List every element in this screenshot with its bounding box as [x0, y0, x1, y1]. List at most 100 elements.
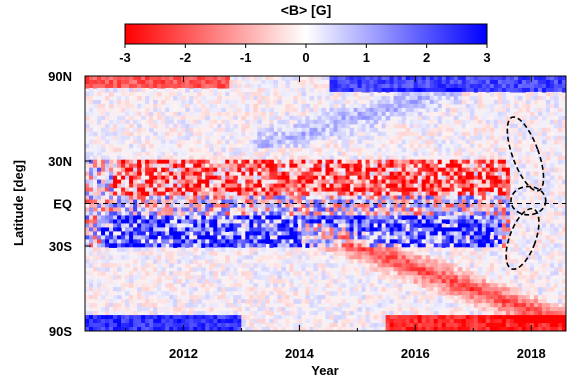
heatmap-cell	[357, 107, 363, 113]
heatmap-cell	[413, 76, 419, 81]
heatmap-cell	[309, 175, 315, 181]
heatmap-cell	[173, 307, 178, 312]
heatmap-cell	[237, 231, 242, 236]
heatmap-cell	[285, 171, 291, 177]
heatmap-cell	[137, 235, 142, 240]
heatmap-cell	[285, 303, 291, 308]
heatmap-cell	[221, 127, 226, 133]
heatmap-cell	[101, 127, 106, 133]
heatmap-cell	[237, 287, 242, 292]
heatmap-cell	[417, 315, 423, 320]
heatmap-cell	[237, 243, 242, 248]
heatmap-cell	[137, 239, 142, 244]
heatmap-cell	[269, 119, 274, 125]
heatmap-cell	[245, 95, 250, 101]
heatmap-cell	[333, 215, 339, 221]
heatmap-cell	[361, 243, 367, 248]
heatmap-cell	[253, 111, 258, 117]
heatmap-cell	[125, 299, 130, 304]
heatmap-cell	[185, 275, 190, 280]
heatmap-cell	[269, 107, 274, 113]
heatmap-cell	[301, 135, 307, 141]
heatmap-cell	[325, 247, 331, 252]
heatmap-cell	[185, 111, 190, 117]
heatmap-cell	[393, 207, 399, 213]
heatmap-cell	[141, 247, 146, 252]
heatmap-cell	[341, 187, 347, 193]
heatmap-cell	[237, 283, 242, 288]
heatmap-cell	[121, 255, 126, 260]
heatmap-cell	[285, 187, 291, 193]
heatmap-cell	[337, 215, 343, 221]
heatmap-cell	[117, 151, 122, 157]
heatmap-cell	[241, 315, 246, 320]
heatmap-cell	[385, 76, 391, 81]
heatmap-cell	[245, 183, 250, 189]
heatmap-cell	[277, 291, 283, 296]
heatmap-cell	[193, 139, 198, 145]
heatmap-cell	[285, 327, 291, 331]
heatmap-cell	[145, 323, 150, 328]
heatmap-cell	[105, 327, 110, 331]
heatmap-cell	[321, 315, 327, 320]
heatmap-cell	[313, 323, 319, 328]
heatmap-cell	[165, 259, 170, 264]
heatmap-cell	[393, 315, 399, 320]
heatmap-cell	[389, 147, 395, 153]
heatmap-cell	[93, 247, 98, 252]
heatmap-cell	[385, 303, 391, 308]
heatmap-cell	[125, 247, 130, 252]
heatmap-cell	[141, 167, 146, 173]
heatmap-cell	[253, 195, 258, 201]
heatmap-cell	[157, 151, 162, 157]
heatmap-cell	[405, 243, 411, 248]
heatmap-cell	[369, 231, 375, 236]
heatmap-cell	[221, 131, 226, 137]
heatmap-cell	[265, 159, 270, 165]
heatmap-cell	[437, 287, 443, 292]
heatmap-cell	[353, 155, 359, 161]
heatmap-cell	[189, 327, 194, 331]
heatmap-cell	[393, 103, 399, 109]
heatmap-cell	[325, 187, 331, 193]
heatmap-cell	[333, 119, 339, 125]
heatmap-cell	[109, 163, 114, 169]
heatmap-cell	[85, 195, 90, 201]
heatmap-cell	[237, 87, 242, 93]
heatmap-cell	[161, 243, 166, 248]
heatmap-cell	[205, 275, 210, 280]
heatmap-cell	[397, 215, 403, 221]
heatmap-cell	[449, 163, 455, 169]
heatmap-cell	[441, 203, 447, 209]
heatmap-cell	[425, 76, 431, 81]
heatmap-cell	[201, 211, 206, 217]
heatmap-cell	[441, 275, 447, 280]
heatmap-cell	[357, 135, 363, 141]
heatmap-cell	[181, 119, 186, 125]
heatmap-cell	[157, 155, 162, 161]
heatmap-cell	[445, 171, 451, 177]
heatmap-cell	[209, 215, 214, 221]
heatmap-cell	[285, 115, 291, 121]
heatmap-cell	[417, 179, 423, 185]
heatmap-cell	[217, 103, 222, 109]
heatmap-cell	[177, 147, 182, 153]
heatmap-cell	[113, 79, 118, 85]
heatmap-cell	[345, 319, 351, 324]
heatmap-cell	[393, 271, 399, 276]
heatmap-cell	[449, 83, 455, 89]
heatmap-cell	[457, 91, 463, 97]
heatmap-cell	[133, 175, 138, 181]
heatmap-cell	[273, 263, 278, 268]
heatmap-cell	[433, 219, 439, 225]
heatmap-cell	[389, 111, 395, 117]
heatmap-cell	[333, 171, 339, 177]
heatmap-cell	[133, 187, 138, 193]
heatmap-cell	[89, 299, 94, 304]
heatmap-cell	[157, 79, 162, 85]
heatmap-cell	[209, 319, 214, 324]
heatmap-cell	[189, 131, 194, 137]
heatmap-cell	[397, 175, 403, 181]
heatmap-cell	[105, 139, 110, 145]
heatmap-cell	[365, 287, 371, 292]
